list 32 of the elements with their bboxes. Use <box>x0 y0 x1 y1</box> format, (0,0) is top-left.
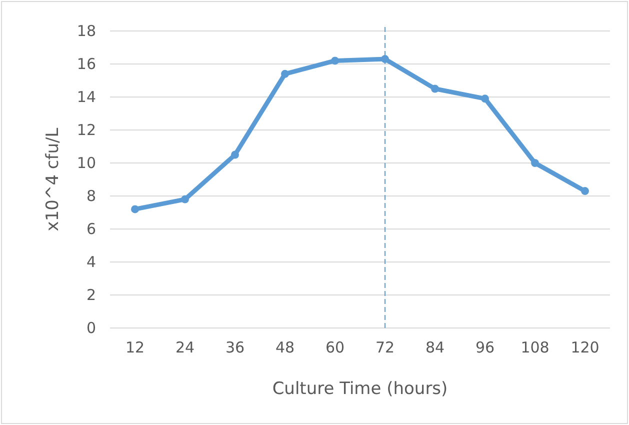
x-tick-label: 84 <box>425 338 445 357</box>
x-tick-label: 72 <box>375 338 395 357</box>
point <box>281 70 289 78</box>
y-axis-title: x10^4 cfu/L <box>43 127 63 232</box>
y-tick-label: 0 <box>86 318 96 337</box>
y-tick-label: 16 <box>76 54 96 73</box>
x-tick-label: 108 <box>520 338 550 357</box>
point <box>131 205 139 214</box>
y-tick-label: 14 <box>76 88 96 106</box>
point <box>381 55 389 64</box>
point <box>581 187 589 196</box>
point <box>431 84 439 93</box>
x-tick-label: 96 <box>475 338 495 357</box>
y-tick-label: 10 <box>76 154 96 172</box>
x-axis-title: Culture Time (hours) <box>272 379 448 399</box>
x-tick-label: 12 <box>125 338 145 357</box>
point <box>331 56 339 65</box>
point <box>531 159 539 167</box>
x-tick-label: 24 <box>175 338 195 357</box>
point <box>481 94 489 103</box>
y-tick-label: 18 <box>76 22 96 40</box>
x-tick-label: 120 <box>570 338 600 357</box>
point <box>231 150 239 159</box>
y-tick-label: 8 <box>86 186 96 205</box>
y-tick-label: 4 <box>86 252 96 271</box>
y-tick-label: 12 <box>76 120 96 139</box>
x-tick-label: 48 <box>275 338 295 357</box>
point <box>181 195 189 204</box>
x-tick-label: 60 <box>325 338 345 357</box>
y-tick-label: 2 <box>86 286 96 304</box>
x-tick-label: 36 <box>225 338 245 357</box>
y-tick-label: 6 <box>86 220 96 238</box>
